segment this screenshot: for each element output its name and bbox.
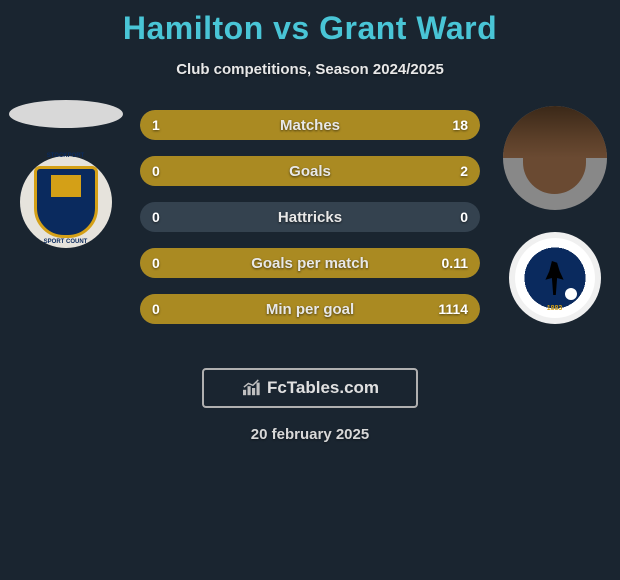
- chart-icon: [241, 379, 263, 397]
- stat-value-right: 18: [452, 117, 468, 133]
- date-text: 20 february 2025: [0, 426, 620, 443]
- stat-label: Goals: [140, 163, 480, 180]
- badge-bottom-text: SPORT COUNT: [20, 239, 112, 245]
- ball-icon: [565, 288, 577, 300]
- stat-row: 0Min per goal1114: [140, 294, 480, 324]
- brand-box: FcTables.com: [202, 368, 418, 408]
- stat-value-right: 0.11: [442, 255, 468, 271]
- stat-row: 0Goals per match0.11: [140, 248, 480, 278]
- badge-roundel-icon: BRISTOL 1883: [515, 238, 595, 318]
- brand-text: FcTables.com: [267, 378, 379, 398]
- player-photo-right: [503, 106, 607, 210]
- stat-value-right: 0: [460, 209, 468, 225]
- shield-icon: [34, 166, 98, 238]
- page-title: Hamilton vs Grant Ward: [0, 0, 620, 47]
- badge-year: 1883: [515, 305, 595, 312]
- badge-top-text: STOCKPORT: [20, 153, 112, 159]
- stat-label: Goals per match: [140, 255, 480, 272]
- comparison-content: STOCKPORT SPORT COUNT BRISTOL 1883 1Matc…: [0, 110, 620, 350]
- stat-label: Matches: [140, 117, 480, 134]
- stat-row: 0Hattricks0: [140, 202, 480, 232]
- stat-value-right: 2: [460, 163, 468, 179]
- subtitle: Club competitions, Season 2024/2025: [0, 61, 620, 78]
- club-badge-right: BRISTOL 1883: [509, 232, 601, 324]
- player-photo-left: [9, 100, 123, 128]
- stat-label: Hattricks: [140, 209, 480, 226]
- pirate-icon: [542, 261, 568, 295]
- left-player-column: STOCKPORT SPORT COUNT: [8, 100, 123, 248]
- stat-row: 1Matches18: [140, 110, 480, 140]
- stat-value-right: 1114: [438, 301, 468, 317]
- badge-club-name: BRISTOL: [515, 242, 595, 249]
- club-badge-left: STOCKPORT SPORT COUNT: [20, 156, 112, 248]
- stat-row: 0Goals2: [140, 156, 480, 186]
- stat-label: Min per goal: [140, 301, 480, 318]
- right-player-column: BRISTOL 1883: [497, 106, 612, 324]
- stat-bars: 1Matches180Goals20Hattricks00Goals per m…: [140, 110, 480, 324]
